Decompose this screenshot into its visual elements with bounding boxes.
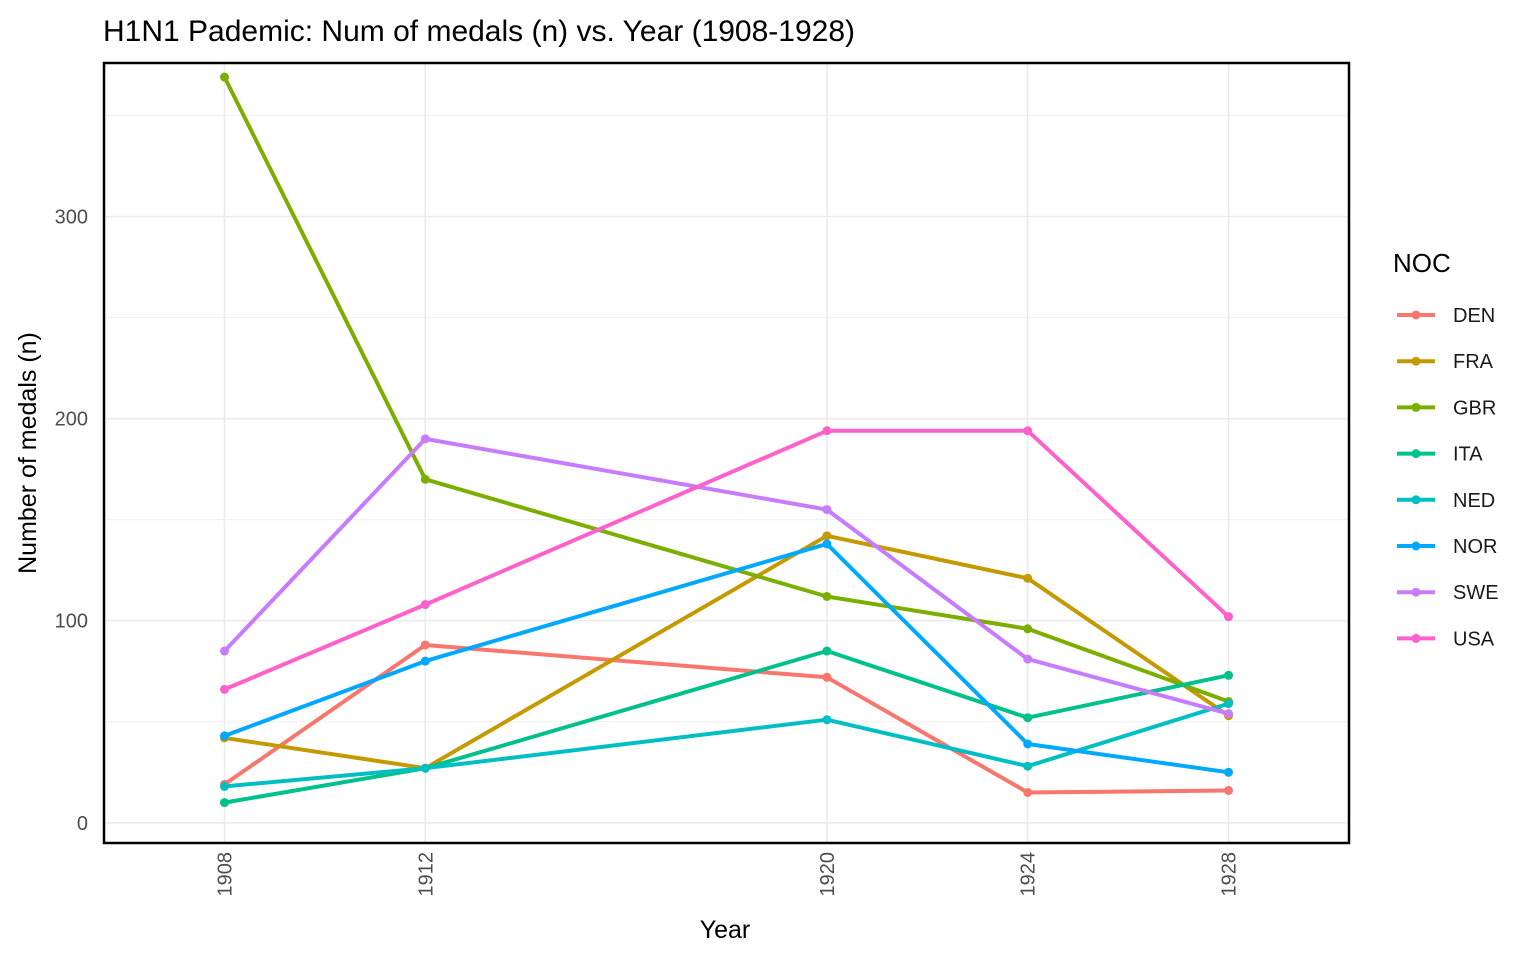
legend-label-usa: USA [1453,628,1495,650]
legend-label-nor: NOR [1453,536,1497,558]
data-point-swe [822,505,832,515]
y-tick-label: 300 [55,207,88,229]
legend-label-ita: ITA [1453,444,1483,466]
data-point-ned [219,781,229,791]
legend: NOC DEN FRA GBR ITA NED NOR SWE USA [1393,248,1499,650]
series-points [219,72,1234,808]
data-point-ita [1023,713,1033,723]
data-point-usa [1023,426,1033,436]
data-point-fra [1023,573,1033,583]
data-point-ned [420,763,430,773]
series-line-gbr [222,76,1230,704]
data-point-ita [1224,670,1234,680]
legend-key-point [1411,310,1421,320]
data-point-swe [219,646,229,656]
y-tick-label: 200 [55,409,88,431]
data-point-ita [219,798,229,808]
series-line-nor [223,541,1229,775]
legend-label-swe: SWE [1453,582,1499,604]
series-line-swe [223,436,1230,716]
data-point-nor [219,731,229,741]
x-tick-label: 1912 [415,852,437,897]
legend-key-point [1411,449,1421,459]
legend-label-gbr: GBR [1453,397,1496,419]
y-tick-label: 0 [77,813,88,835]
legend-key-point [1411,587,1421,597]
data-point-den [1224,785,1234,795]
data-point-ita [822,646,832,656]
data-point-nor [1224,767,1234,777]
y-tick-label: 100 [55,611,88,633]
data-point-ned [1224,699,1234,709]
series-line-usa [223,428,1230,692]
x-tick-label: 1928 [1219,852,1241,897]
data-point-usa [219,684,229,694]
data-point-den [420,640,430,650]
data-point-usa [1224,612,1234,622]
data-point-swe [420,434,430,444]
chart-title: H1N1 Pademic: Num of medals (n) vs. Year… [103,15,855,48]
data-point-gbr [1023,624,1033,634]
data-point-gbr [219,72,229,82]
data-point-nor [420,656,430,666]
x-tick-label: 1908 [214,852,236,897]
y-axis-title: Number of medals (n) [14,332,42,574]
legend-key-point [1411,402,1421,412]
data-point-swe [1224,709,1234,719]
x-axis-ticks: 1908 1912 1920 1924 1928 [214,852,1240,897]
data-point-usa [420,600,430,610]
x-tick-label: 1920 [817,852,839,897]
data-point-usa [822,426,832,436]
data-point-den [822,672,832,682]
data-point-fra [822,531,832,541]
series-line-ned [224,701,1230,789]
data-point-gbr [822,591,832,601]
data-point-nor [1023,739,1033,749]
legend-label-fra: FRA [1453,351,1494,373]
legend-label-ned: NED [1453,490,1495,512]
legend-label-den: DEN [1453,305,1495,327]
legend-title: NOC [1393,248,1451,278]
x-tick-label: 1924 [1018,852,1040,897]
data-point-nor [822,539,832,549]
legend-key-point [1411,541,1421,551]
series-line-den [223,643,1229,795]
data-point-swe [1023,654,1033,664]
legend-key-point [1411,356,1421,366]
plot-border [102,61,1351,845]
data-point-den [1023,787,1033,797]
data-point-gbr [420,474,430,484]
legend-key-point [1411,633,1421,643]
data-point-ned [1023,761,1033,771]
legend-key-point [1411,495,1421,505]
series-lines [222,76,1230,805]
x-axis-title: Year [700,916,751,944]
data-point-ned [822,715,832,725]
y-axis-ticks: 0 100 200 300 [55,207,88,835]
